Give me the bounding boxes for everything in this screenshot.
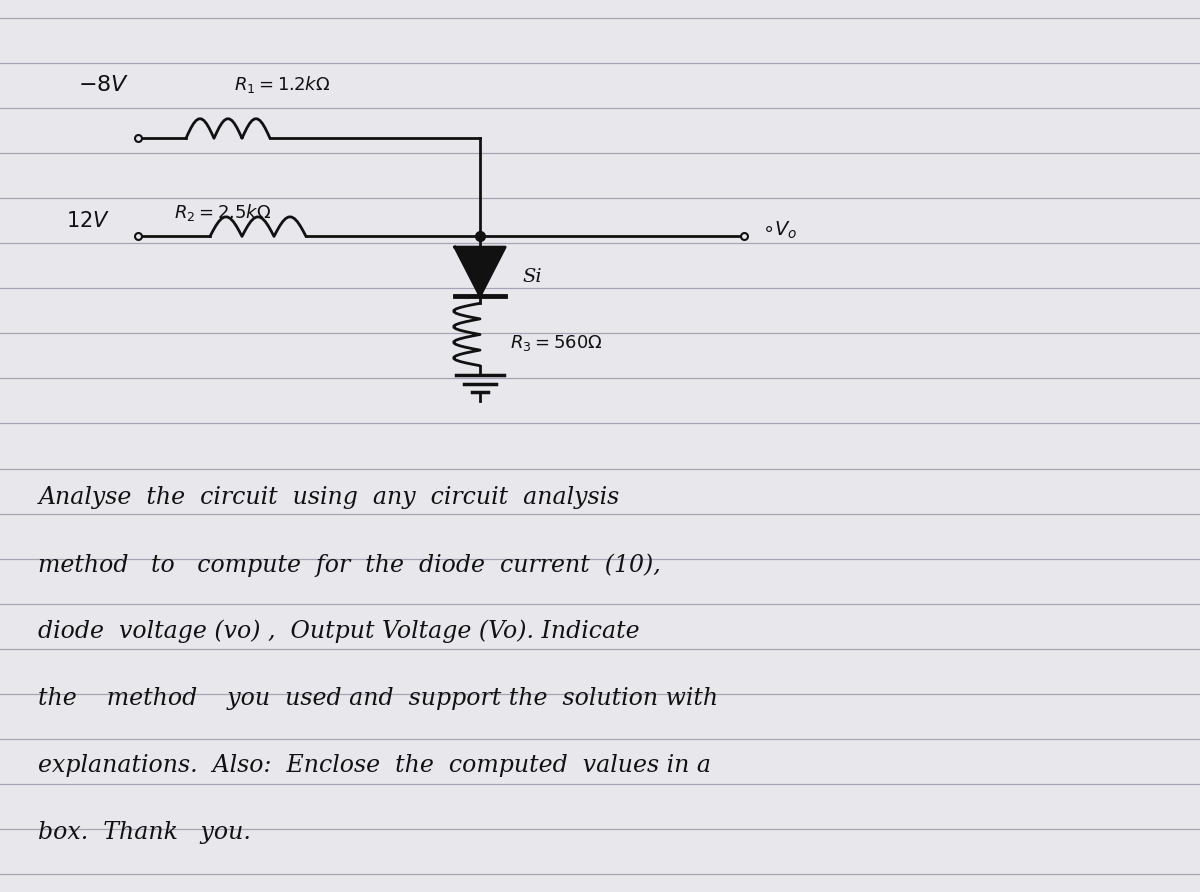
Text: $-8V$: $-8V$ <box>78 74 130 95</box>
Text: $R_1= 1.2k\Omega$: $R_1= 1.2k\Omega$ <box>234 74 330 95</box>
Text: $R_2= 2.5k\Omega$: $R_2= 2.5k\Omega$ <box>174 202 271 223</box>
Text: explanations.  Also:  Enclose  the  computed  values in a: explanations. Also: Enclose the computed… <box>38 754 712 777</box>
Text: Si: Si <box>522 268 541 285</box>
Text: $12V$: $12V$ <box>66 211 110 231</box>
Text: $\circ V_o$: $\circ V_o$ <box>762 219 797 241</box>
Text: $R_3=560\Omega$: $R_3=560\Omega$ <box>510 334 602 353</box>
Text: diode  voltage (vo) ,  Output Voltage (Vo). Indicate: diode voltage (vo) , Output Voltage (Vo)… <box>38 620 640 643</box>
Polygon shape <box>455 247 505 296</box>
Text: Analyse  the  circuit  using  any  circuit  analysis: Analyse the circuit using any circuit an… <box>38 486 619 509</box>
Text: method   to   compute  for  the  diode  current  (10),: method to compute for the diode current … <box>38 553 661 576</box>
Text: box.  Thank   you.: box. Thank you. <box>38 821 251 844</box>
Text: the    method    you  used and  support the  solution with: the method you used and support the solu… <box>38 687 719 710</box>
